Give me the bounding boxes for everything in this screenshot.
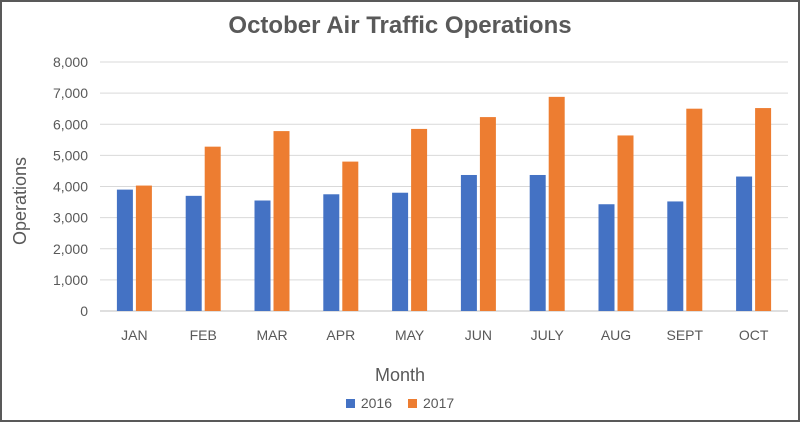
bar-2016-jan [116, 189, 133, 311]
bar-2017-sept [686, 108, 703, 311]
x-tick-label: JUN [465, 327, 492, 343]
legend-label-2016: 2016 [360, 395, 392, 411]
x-axis-label: Month [374, 365, 426, 385]
bar-2017-jun [479, 117, 496, 311]
y-tick-label: 7,000 [53, 85, 88, 101]
x-tick-label: JAN [121, 327, 147, 343]
y-tick-label: 3,000 [53, 210, 88, 226]
y-tick-label: 6,000 [53, 116, 88, 132]
legend-item-2016: 2016 [345, 395, 392, 411]
x-tick-label: APR [326, 327, 355, 343]
y-tick-label: 4,000 [53, 179, 88, 195]
y-tick-label: 8,000 [53, 54, 88, 70]
bar-2017-jan [135, 185, 152, 311]
y-tick-label: 2,000 [53, 241, 88, 257]
x-tick-label: FEB [190, 327, 217, 343]
y-tick-label: 0 [80, 303, 88, 319]
bar-2017-apr [342, 161, 359, 311]
bar-2017-july [548, 96, 565, 311]
bar-2016-aug [598, 204, 615, 311]
bar-2017-oct [755, 108, 772, 311]
x-tick-label: MAR [256, 327, 287, 343]
bar-2016-jun [460, 174, 477, 311]
bar-2017-mar [273, 131, 290, 311]
legend-label-2017: 2017 [423, 395, 455, 411]
x-tick-label: AUG [601, 327, 631, 343]
bar-2016-oct [736, 176, 753, 311]
legend-swatch-2016 [345, 398, 355, 408]
bar-2016-july [529, 174, 546, 311]
y-tick-label: 1,000 [53, 272, 88, 288]
legend-item-2017: 2017 [408, 395, 454, 411]
y-tick-label: 5,000 [53, 147, 88, 163]
bar-2016-may [392, 192, 409, 311]
legend-swatch-2017 [408, 398, 417, 408]
legend: 2016 2017 [2, 395, 798, 411]
x-tick-label: OCT [739, 327, 769, 343]
bar-2016-mar [254, 200, 271, 311]
bar-2016-feb [185, 195, 202, 311]
bar-2017-aug [617, 135, 634, 311]
x-tick-label: MAY [395, 327, 425, 343]
bar-2016-apr [323, 194, 340, 311]
chart-title: October Air Traffic Operations [228, 12, 572, 39]
bar-2017-may [411, 128, 428, 311]
bar-2016-sept [667, 201, 684, 311]
x-tick-label: JULY [531, 327, 565, 343]
bar-2017-feb [204, 146, 221, 311]
x-tick-label: SEPT [667, 327, 704, 343]
